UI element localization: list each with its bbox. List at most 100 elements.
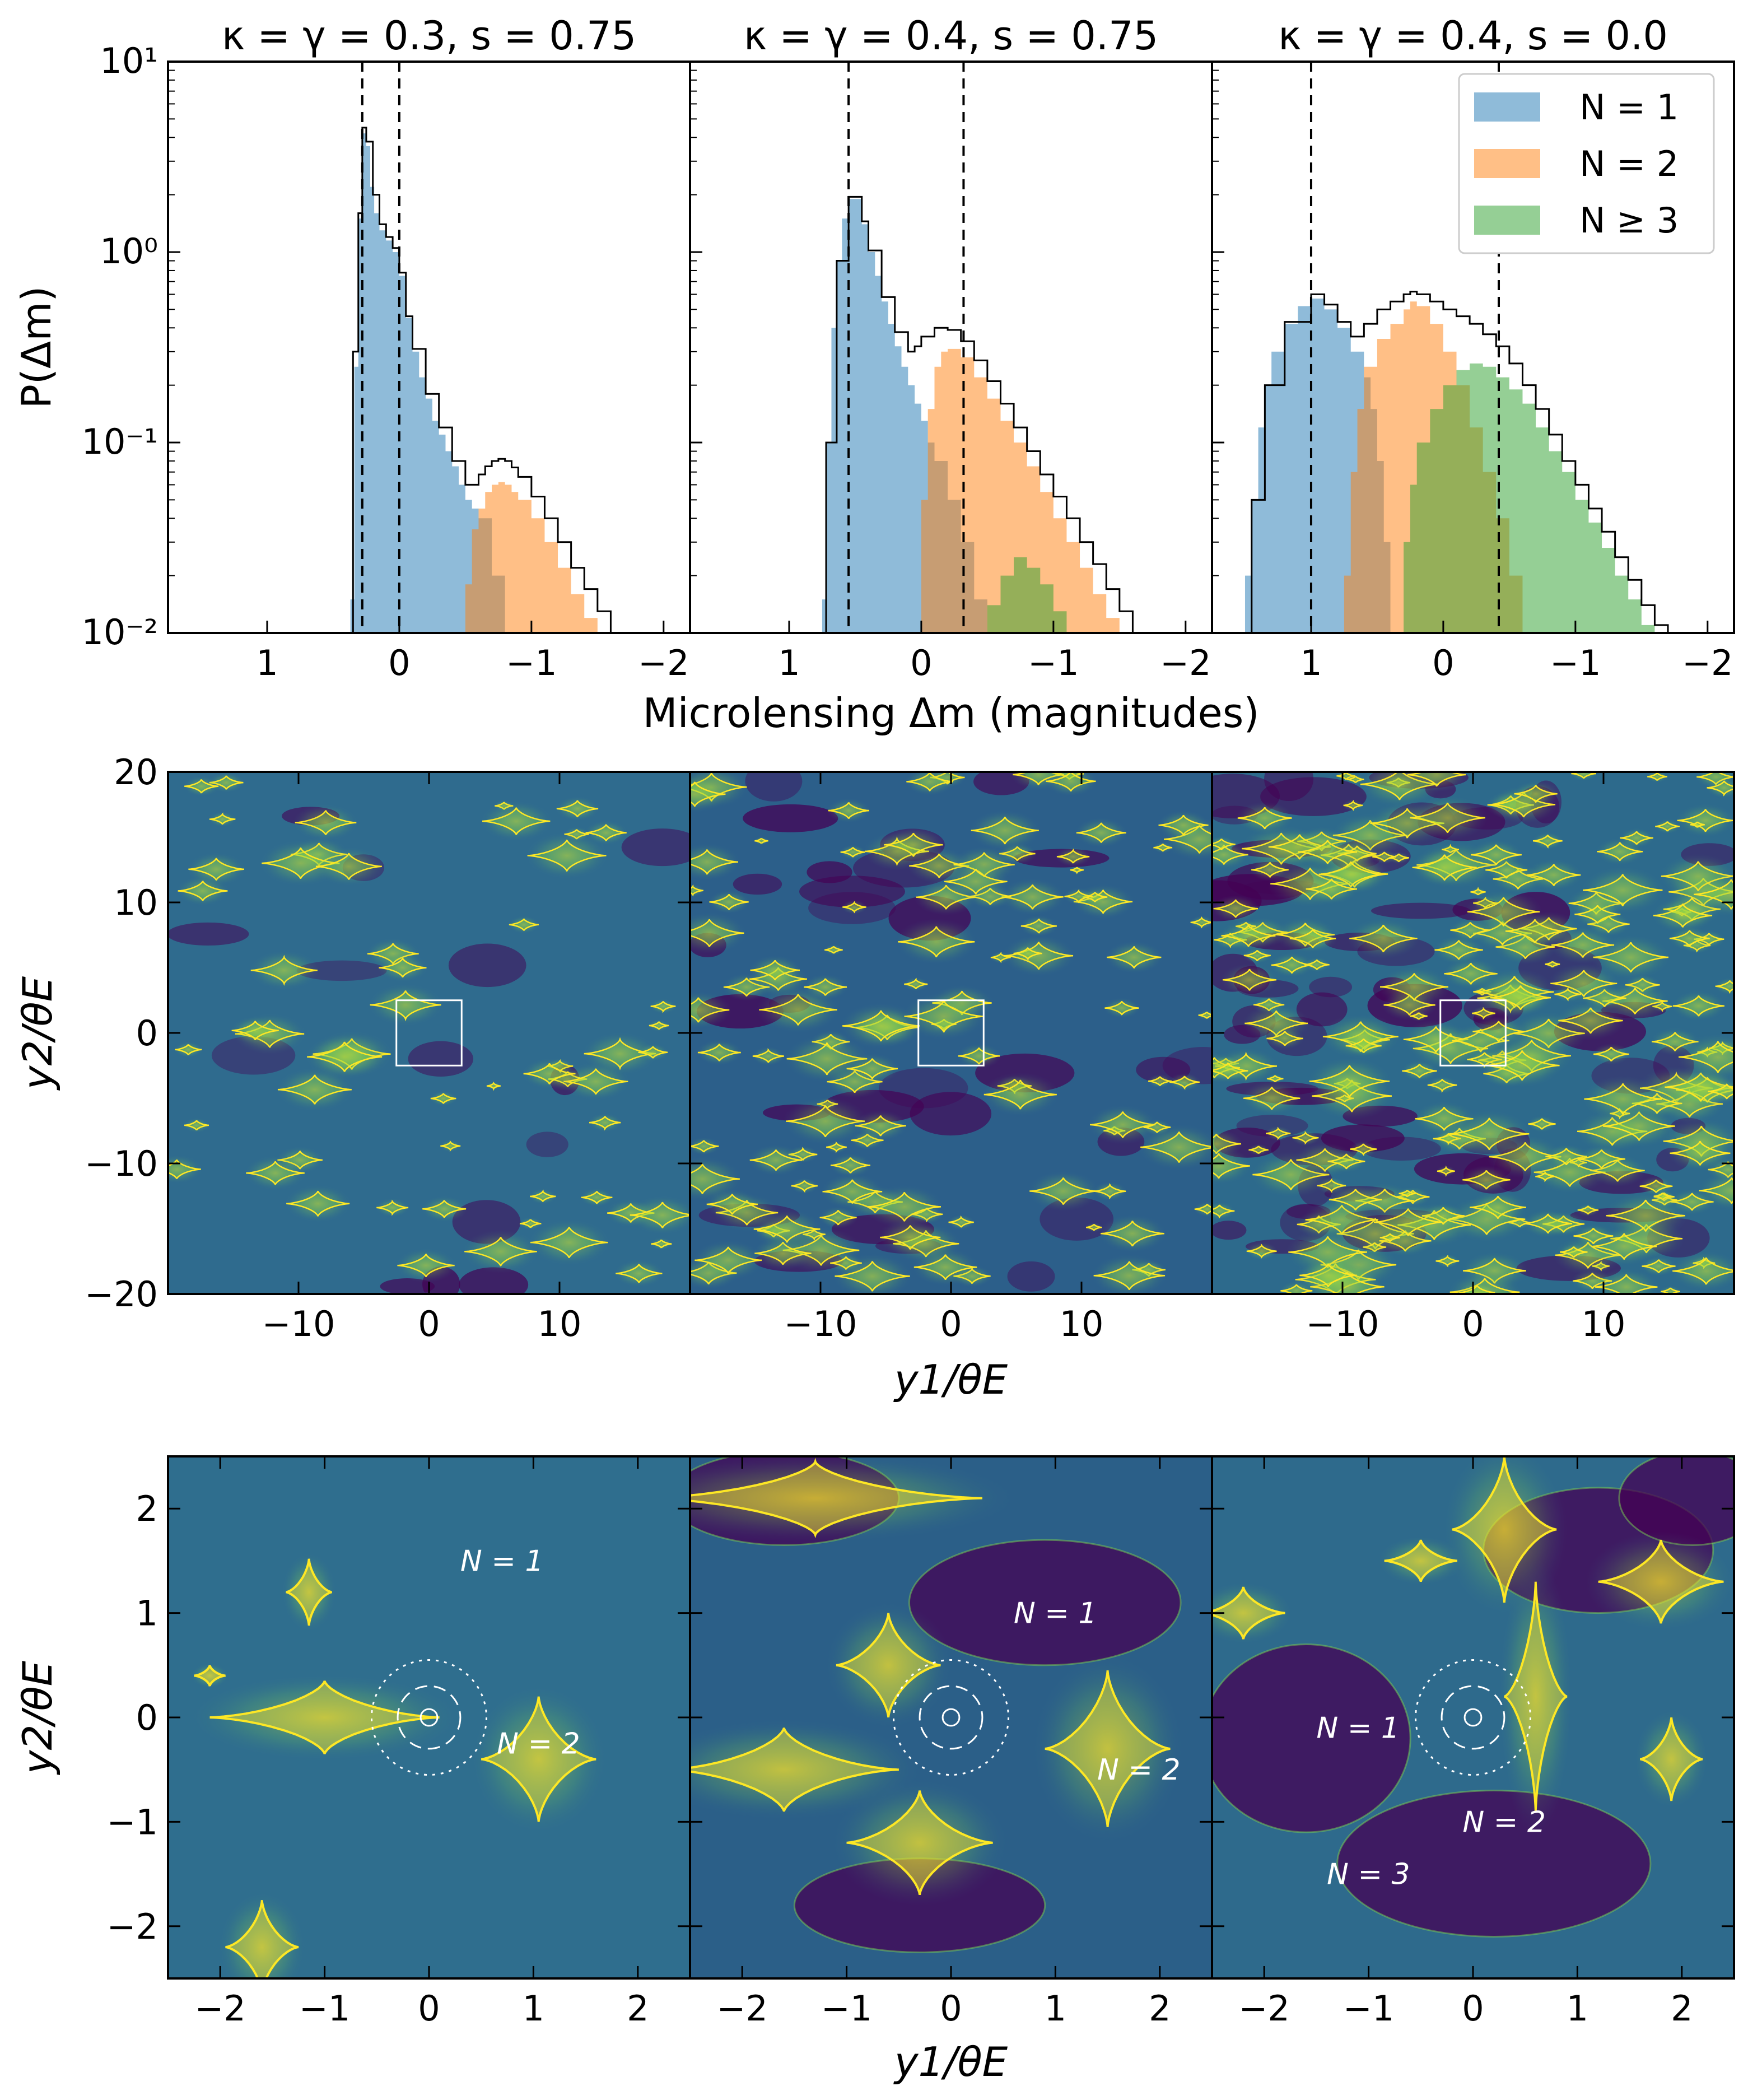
map-glow-3-209	[1532, 832, 1564, 850]
map-caustic-3-6	[1243, 1087, 1300, 1110]
map-glow-2-48	[802, 974, 849, 1000]
map-caustic-1-32	[530, 1189, 556, 1202]
map-xtick-label-2-1: 0	[940, 1303, 962, 1344]
map-xlabel: y1/θE	[893, 1356, 1008, 1403]
map-caustic-2-87	[830, 1256, 862, 1270]
map-caustic-3-140	[1360, 772, 1439, 800]
map-caustic-3-39	[1271, 956, 1313, 974]
hist-xtick-label-3-2: −1	[1550, 642, 1601, 683]
zoom-ylabel: y2/θE	[14, 1660, 61, 1775]
map-caustic-3-196	[1467, 897, 1540, 926]
map-glow-2-55	[1069, 865, 1084, 874]
map-glow-2-56	[947, 1214, 975, 1230]
map-glow-3-166	[1427, 1076, 1458, 1094]
map-dark-region-2-6	[743, 804, 838, 832]
map-glow-2-77	[790, 1177, 819, 1194]
map-caustic-1-45	[638, 1046, 668, 1059]
map-glow-1-49	[244, 1155, 307, 1191]
map-glow-2-81	[829, 1153, 872, 1177]
map-caustic-3-141	[1296, 1148, 1354, 1172]
map-dark-region-3-47	[1264, 772, 1314, 802]
map-glow-1-3	[614, 1259, 664, 1288]
map-caustic-3-41	[1343, 799, 1363, 811]
map-caustic-3-53	[1402, 1063, 1437, 1078]
map-glow-3-185	[1689, 820, 1705, 830]
map-caustic-3-127	[1388, 853, 1409, 863]
map-caustic-1-21	[440, 1140, 461, 1152]
map-xtick-label-3-2: 10	[1582, 1303, 1626, 1344]
zoom-ytick-label-2: 0	[136, 1697, 158, 1738]
zoom-glow-3-4	[1586, 1531, 1734, 1632]
zoom-caustic-1-4	[194, 1665, 226, 1687]
map-caustic-2-78	[1094, 1183, 1126, 1200]
map-glow-2-45	[1138, 1124, 1212, 1171]
map-caustic-3-32	[1661, 1287, 1680, 1294]
map-glow-1-4	[248, 950, 320, 991]
map-glow-2-59	[690, 775, 728, 813]
map-caustic-3-185	[1690, 821, 1705, 828]
map-glow-2-16	[1147, 1074, 1173, 1088]
map-glow-3-184	[1670, 1250, 1734, 1292]
map-ytick-label-2: 0	[136, 1013, 158, 1054]
zoom-panel-2	[690, 1456, 1212, 1978]
hist-series-3-2	[1397, 363, 1681, 633]
map-caustic-3-94	[1597, 842, 1643, 862]
map-caustic-2-2	[990, 952, 1011, 963]
map-glow-3-194	[1327, 1184, 1384, 1216]
zoom-glow-2-4	[832, 1780, 1008, 1906]
map-glow-1-17	[176, 876, 230, 906]
map-caustic-3-165	[1212, 1204, 1235, 1219]
map-glow-3-126	[1433, 935, 1485, 965]
map-caustic-2-34	[983, 1079, 1057, 1110]
hist-ytick-label-0: 10⁰	[100, 231, 158, 272]
map-dark-region-3-14	[1371, 902, 1471, 919]
map-caustic-1-22	[519, 1219, 542, 1228]
map-panel-1	[168, 772, 690, 1294]
zoom-caustics-1	[187, 1552, 608, 1978]
zoom-caustic-3-0	[1212, 1586, 1285, 1640]
map-caustic-2-3	[759, 994, 837, 1026]
map-glow-2-106	[821, 1174, 884, 1210]
map-glow-1-41	[375, 1198, 410, 1218]
map-glow-2-105	[751, 1209, 823, 1249]
map-glow-2-102	[1091, 1254, 1168, 1294]
map-glow-3-168	[1303, 957, 1331, 972]
map-glow-3-162	[1292, 1130, 1320, 1146]
map-dark-region-1-5	[168, 922, 249, 946]
hist-series-2-1	[915, 348, 1133, 633]
map-caustics-2	[690, 772, 1212, 1294]
map-glow-2-50	[905, 772, 955, 796]
zoom-caustic-3-1	[1452, 1456, 1557, 1603]
map-caustic-3-182	[1306, 878, 1357, 900]
map-glow-2-103	[1044, 772, 1098, 797]
map-glow-1-1	[486, 1082, 501, 1091]
zoom-ytick-label-3: 1	[136, 1593, 158, 1634]
map-caustic-2-86	[1056, 848, 1090, 864]
map-glow-3-210	[1576, 1144, 1627, 1174]
map-glow-3-207	[1378, 966, 1451, 1008]
hist-series-2-2	[974, 557, 1093, 633]
legend: N = 1 N = 2 N ≥ 3	[1458, 73, 1715, 254]
map-glow-3-6	[1241, 1081, 1302, 1116]
map-caustic-3-213	[1554, 987, 1582, 1002]
map-glow-3-122	[1407, 795, 1488, 841]
map-caustic-2-76	[1020, 918, 1057, 934]
map-glow-1-40	[650, 1237, 673, 1250]
legend-swatch-n3	[1474, 206, 1540, 235]
map-glow-1-25	[208, 811, 236, 827]
hist-ytick-label--1: 10⁻¹	[82, 421, 158, 462]
map-glow-2-107	[942, 862, 1010, 901]
map-caustic-3-29	[1670, 1193, 1714, 1211]
zoom-xlabel: y1/θE	[893, 2038, 1008, 2085]
zoom-caustic-3-4	[1598, 1539, 1724, 1624]
map-dark-region-1-6	[621, 828, 690, 867]
hist-title-2: κ = γ = 0.4, s = 0.75	[744, 13, 1158, 59]
map-glow-2-109	[1168, 1073, 1201, 1091]
map-caustic-2-108	[1194, 1204, 1212, 1215]
zoom-xtick-label-2-4: 2	[1149, 1988, 1171, 2029]
map-caustic-2-100	[750, 960, 800, 981]
map-glow-1-50	[580, 1188, 614, 1207]
map-caustic-1-31	[184, 779, 219, 794]
map-caustic-3-152	[1514, 785, 1558, 803]
map-panel-3	[1212, 772, 1734, 1294]
